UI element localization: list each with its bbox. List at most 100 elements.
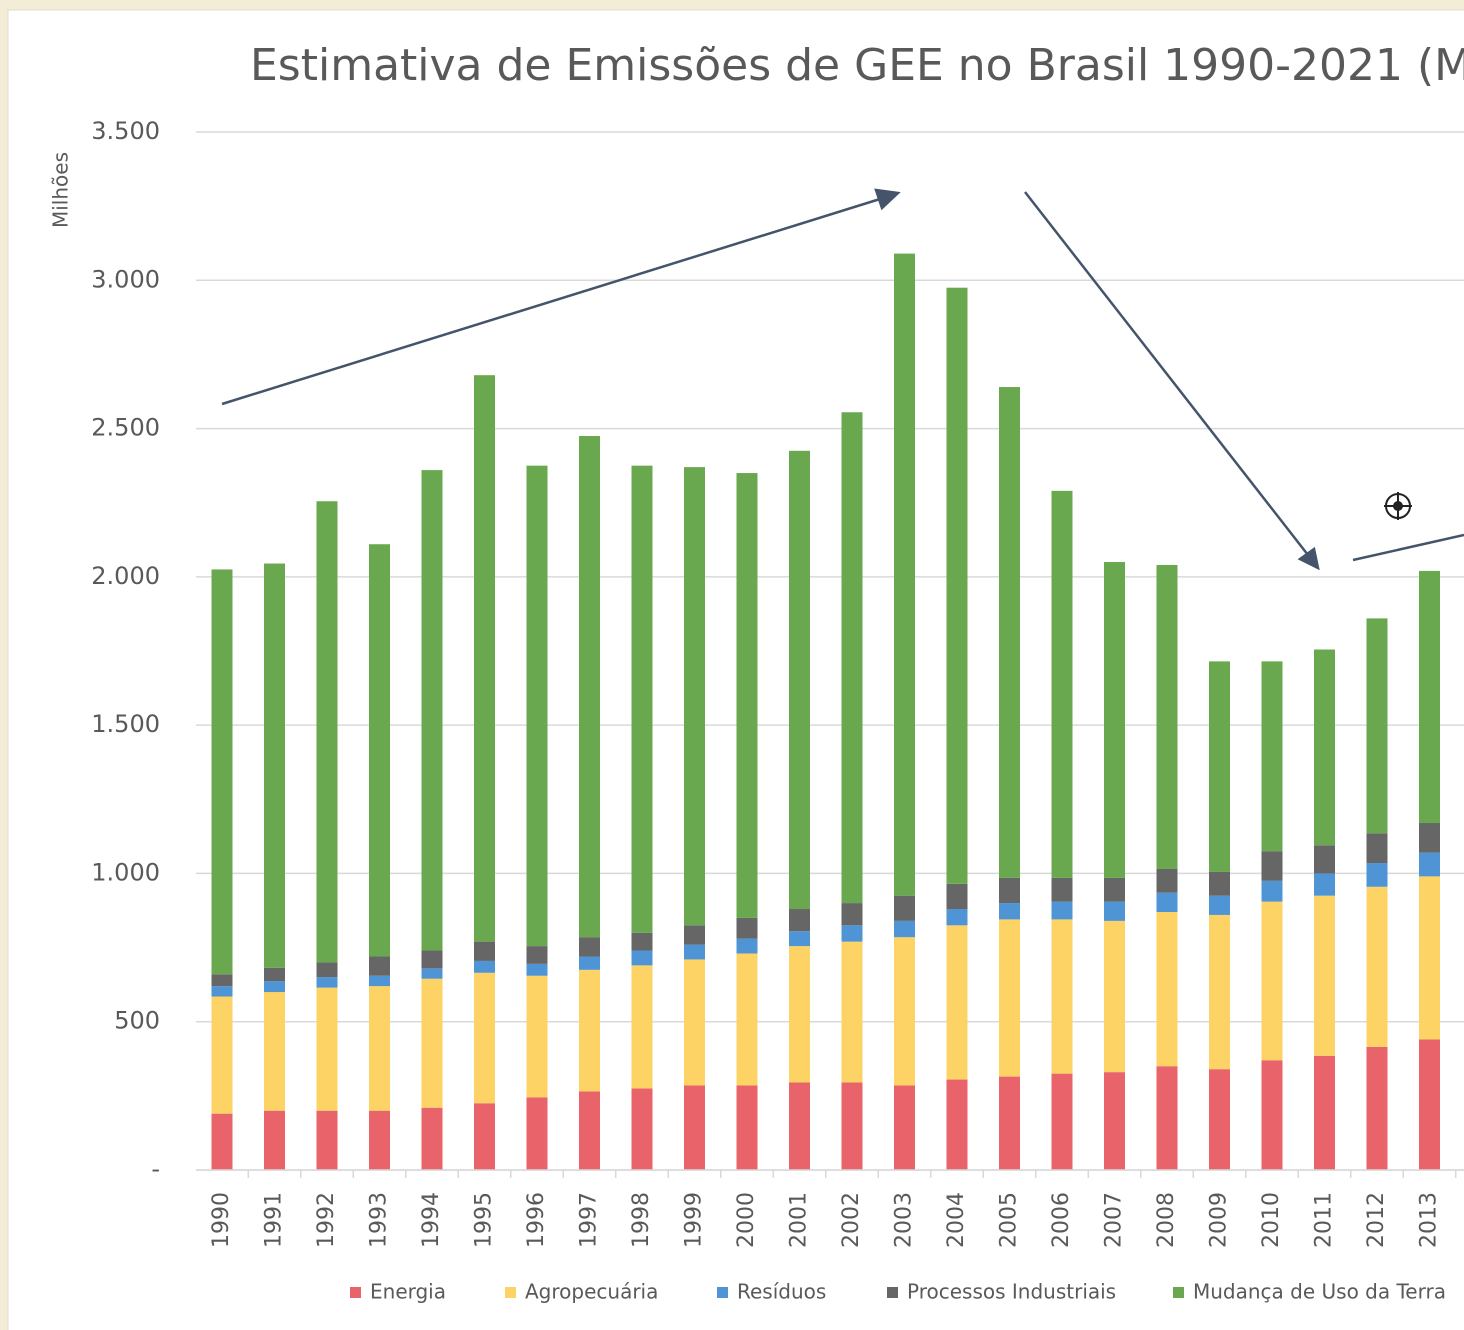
bar-segment (1261, 1060, 1283, 1170)
bar-segment (1419, 823, 1440, 853)
bar-segment (526, 975, 548, 1098)
bar-segment (736, 953, 758, 1086)
bar-segment (1209, 871, 1230, 896)
bar-segment (1366, 886, 1388, 1047)
bar-segment (1209, 1069, 1230, 1170)
bar-segment (1419, 570, 1440, 824)
bar-segment (1051, 877, 1073, 902)
bar-segment (1366, 618, 1388, 834)
bar-segment (631, 932, 653, 951)
arrow (1352, 533, 1464, 562)
x-tick-label: 1994 (419, 1192, 444, 1248)
x-tick-label: 1992 (314, 1192, 339, 1248)
y-tick-label: 500 (114, 1007, 160, 1035)
bar-segment (474, 960, 495, 973)
bar-segment (1419, 876, 1440, 1040)
bar-segment (1261, 851, 1283, 881)
bar-segment (684, 959, 705, 1086)
x-tick-label: 1995 (472, 1192, 497, 1248)
x-tick-label: 1996 (524, 1192, 549, 1248)
bar-segment (1314, 845, 1335, 874)
arrow (1024, 191, 1309, 556)
x-tick-label: 2004 (944, 1192, 969, 1248)
bar-segment (789, 450, 810, 910)
bar-segment (474, 1103, 495, 1170)
bar-segment (841, 412, 863, 904)
bar-segment (579, 969, 600, 1092)
x-tick-label: 2011 (1312, 1192, 1337, 1248)
bar-segment (841, 925, 863, 942)
bar-segment (421, 1107, 443, 1170)
bar-segment (789, 946, 810, 1083)
bar-segment (579, 435, 600, 938)
bar-segment (789, 931, 810, 947)
bar-segment (1366, 863, 1388, 887)
x-tick-label: 2000 (734, 1192, 759, 1248)
x-tick-label: 2001 (787, 1192, 812, 1248)
bar-segment (1419, 852, 1440, 877)
bar-segment (1156, 911, 1178, 1067)
bar-segment (1314, 649, 1335, 846)
annotations (221, 188, 1464, 571)
bar-segment (526, 946, 548, 964)
bar-segment (316, 977, 338, 988)
x-tick-label: 2003 (892, 1192, 917, 1248)
bar-segment (946, 883, 968, 910)
bar-segment (579, 956, 600, 970)
arrow (221, 197, 881, 406)
bar-segment (264, 967, 285, 982)
y-tick-label: 3.000 (91, 265, 160, 293)
target-icon (1384, 492, 1412, 520)
x-tick-label: 1998 (629, 1192, 654, 1248)
bar-segment (736, 917, 758, 939)
bar-segment (1051, 1073, 1073, 1170)
bar-segment (684, 944, 705, 960)
bar-segment (894, 253, 915, 896)
bar-segment (211, 569, 233, 975)
bar-segment (1104, 1072, 1125, 1170)
bar-segment (999, 919, 1020, 1077)
bar-segment (264, 981, 285, 993)
bar-segment (1104, 901, 1125, 921)
bar-segment (1261, 661, 1283, 852)
bar-segment (789, 1082, 810, 1170)
bar-segment (474, 375, 495, 942)
bar-segment (684, 467, 705, 926)
x-tick-label: 1999 (682, 1192, 707, 1248)
bar-segment (631, 950, 653, 966)
bar-segment (211, 986, 233, 997)
bar-segment (211, 1113, 233, 1170)
x-tick-label: 1991 (262, 1192, 287, 1248)
bar-segment (421, 978, 443, 1108)
bar-segment (1261, 880, 1283, 902)
y-tick-label: 1.500 (91, 710, 160, 738)
bar-segment (1156, 564, 1178, 869)
legend-swatch (505, 1287, 516, 1298)
bar-segment (579, 937, 600, 957)
bar-segment (841, 903, 863, 926)
y-tick-label: 1.000 (91, 858, 160, 886)
x-tick-label: 2008 (1154, 1192, 1179, 1248)
bar-segment (264, 1110, 285, 1170)
bar-segment (1314, 1055, 1335, 1170)
bar-segment (1051, 919, 1073, 1074)
bar-segment (316, 987, 338, 1111)
legend-swatch (350, 1287, 361, 1298)
bar-segment (1104, 562, 1125, 878)
x-tick-label: 2013 (1417, 1192, 1442, 1248)
bar-segment (999, 877, 1020, 904)
bar-segment (1209, 661, 1230, 872)
x-tick-label: 2005 (997, 1192, 1022, 1248)
bar-segment (1104, 877, 1125, 902)
x-tick-label: 1993 (367, 1192, 392, 1248)
bar-segment (316, 962, 338, 978)
bar-segment (1104, 920, 1125, 1073)
arrow-head (1297, 546, 1320, 571)
bar-segment (736, 1085, 758, 1170)
bar-segment (1366, 1046, 1388, 1170)
bar-segment (1156, 892, 1178, 912)
bar-segment (211, 996, 233, 1114)
bar-segment (631, 465, 653, 933)
legend-swatch (1173, 1287, 1184, 1298)
